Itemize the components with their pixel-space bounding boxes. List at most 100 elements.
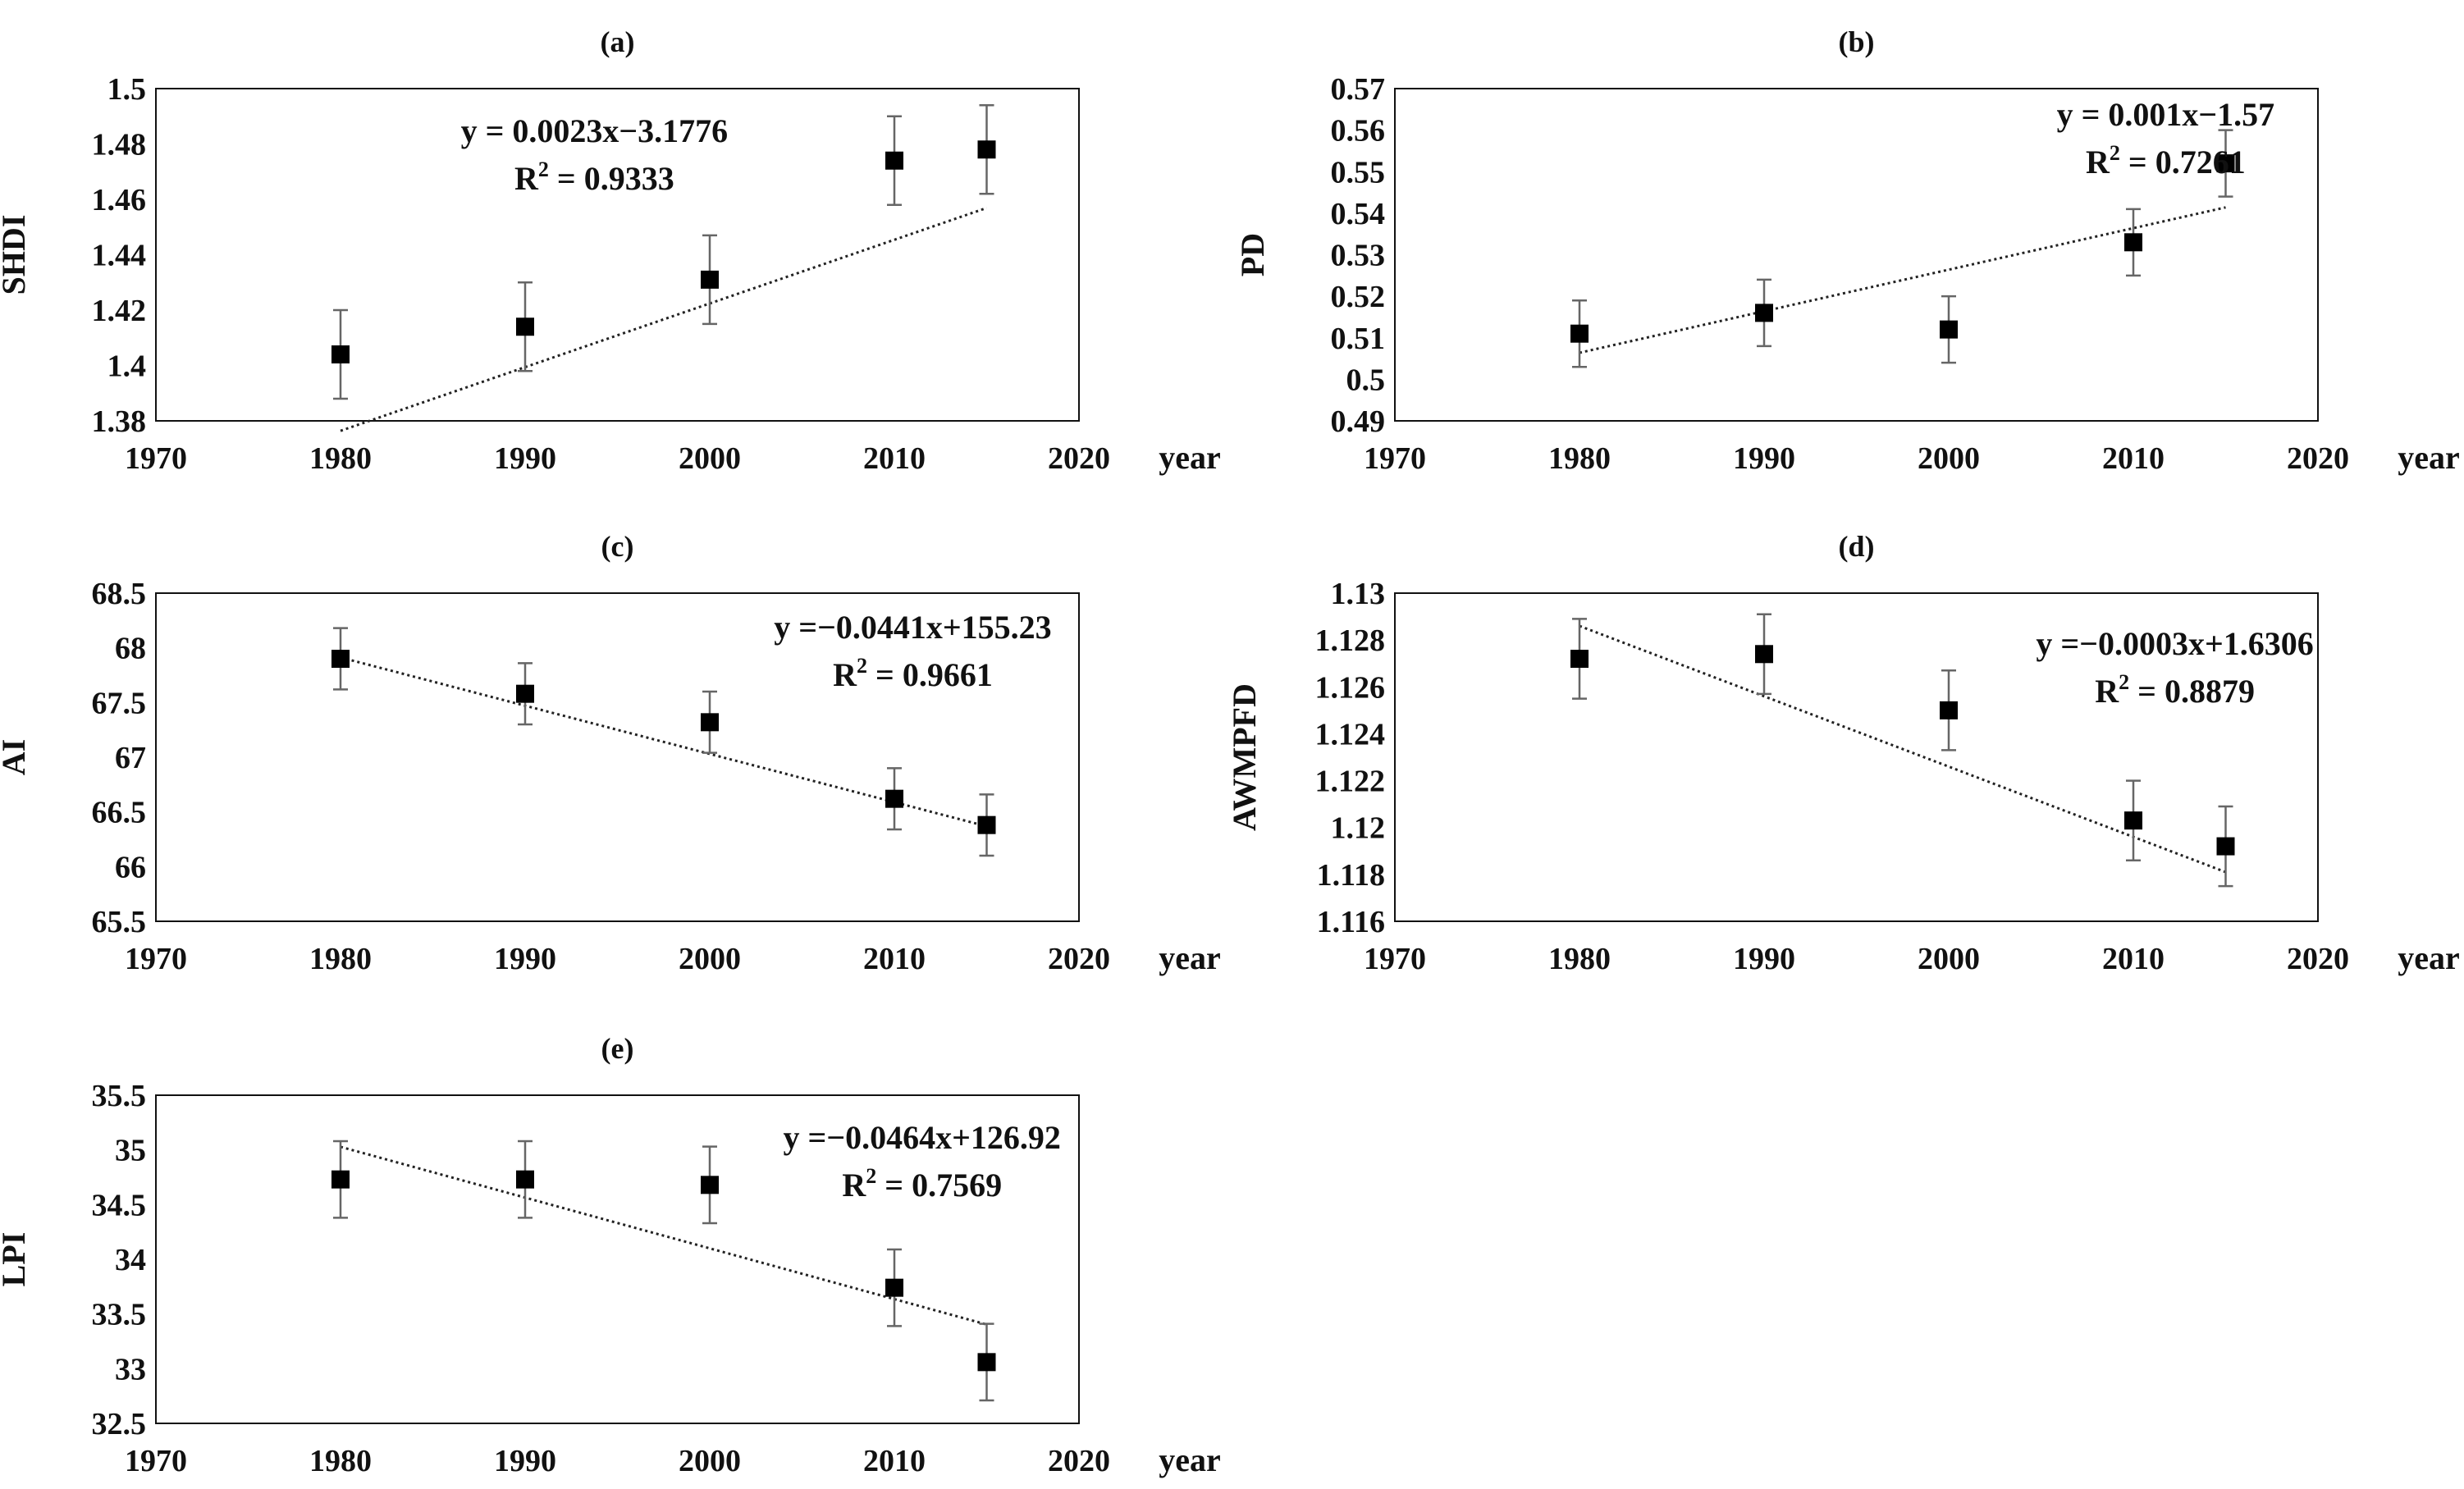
x-axis-label: year xyxy=(2398,439,2460,476)
x-tick-label: 2010 xyxy=(2102,441,2165,476)
data-point xyxy=(701,271,719,289)
panel-label: (b) xyxy=(1839,25,1875,58)
data-point xyxy=(331,650,350,668)
data-point xyxy=(978,1353,996,1371)
trend-equation: y = 0.001x−1.57 xyxy=(2057,96,2275,133)
y-tick-label: 67 xyxy=(115,741,146,775)
data-point xyxy=(2124,811,2142,829)
y-tick-label: 1.46 xyxy=(92,183,147,217)
figure-canvas: (a)1.381.41.421.441.461.481.51970 1980 199… xyxy=(0,0,2464,1489)
r-squared-value: = 0.7569 xyxy=(876,1167,1002,1204)
y-tick-label: 1.42 xyxy=(92,294,147,328)
x-tick-label: 1990 xyxy=(494,942,556,976)
y-tick-label: 1.128 xyxy=(1315,623,1386,658)
y-tick-label: 1.5 xyxy=(107,72,147,107)
y-tick-label: 65.5 xyxy=(92,905,147,939)
y-tick-label: 35.5 xyxy=(92,1079,147,1113)
r-squared-value: = 0.9661 xyxy=(867,656,993,693)
data-point xyxy=(331,1171,350,1189)
y-tick-label: 66.5 xyxy=(92,796,147,830)
y-tick-label: 1.118 xyxy=(1317,858,1385,893)
x-tick-label: 1970 xyxy=(1364,441,1426,476)
panel-label: (e) xyxy=(601,1032,634,1065)
y-axis-label: AI xyxy=(0,739,32,775)
data-point xyxy=(1755,304,1773,322)
y-axis-label: SHDI xyxy=(0,215,32,295)
data-point xyxy=(978,140,996,158)
trend-equation: y = 0.0023x−3.1776 xyxy=(461,112,729,149)
r-squared-value: = 0.9333 xyxy=(549,160,674,197)
y-tick-label: 1.38 xyxy=(92,404,147,439)
data-point xyxy=(701,713,719,731)
y-tick-label: 68.5 xyxy=(92,577,147,611)
y-tick-label: 0.51 xyxy=(1331,322,1386,356)
y-tick-label: 66 xyxy=(115,850,146,884)
x-axis-label: year xyxy=(2398,939,2460,976)
y-tick-label: 0.57 xyxy=(1331,72,1386,107)
x-tick-label: 1980 xyxy=(309,441,372,476)
x-tick-label: 2020 xyxy=(1048,441,1110,476)
x-tick-label: 1980 xyxy=(309,1444,372,1478)
y-tick-label: 1.48 xyxy=(92,128,147,162)
r-squared-exponent: 2 xyxy=(857,654,867,678)
x-tick-label: 2020 xyxy=(1048,1444,1110,1478)
y-tick-label: 1.122 xyxy=(1315,765,1386,799)
data-point xyxy=(516,317,534,336)
x-tick-label: 2020 xyxy=(1048,942,1110,976)
x-tick-label: 1970 xyxy=(1364,942,1426,976)
data-point xyxy=(516,1171,534,1189)
data-point xyxy=(1940,321,1958,339)
y-tick-label: 1.12 xyxy=(1331,811,1386,846)
y-axis-label: PD xyxy=(1234,233,1271,276)
y-tick-label: 68 xyxy=(115,632,146,666)
panel-label: (d) xyxy=(1839,530,1875,563)
x-tick-label: 1990 xyxy=(494,441,556,476)
y-tick-label: 0.53 xyxy=(1331,239,1386,273)
data-point xyxy=(331,345,350,363)
panel-label: (a) xyxy=(601,25,635,58)
x-axis-label: year xyxy=(1159,439,1221,476)
r-squared-exponent: 2 xyxy=(866,1164,876,1188)
x-tick-label: 2000 xyxy=(679,441,741,476)
y-tick-label: 33 xyxy=(115,1352,146,1386)
data-point xyxy=(885,790,903,808)
data-point xyxy=(516,685,534,703)
panel-label: (c) xyxy=(601,530,634,563)
y-tick-label: 1.13 xyxy=(1331,577,1386,611)
x-tick-label: 1990 xyxy=(1733,942,1795,976)
y-tick-label: 0.54 xyxy=(1331,197,1386,231)
y-tick-label: 1.126 xyxy=(1315,670,1386,705)
y-tick-label: 0.49 xyxy=(1331,404,1386,439)
r-squared-prefix: R xyxy=(514,160,539,197)
x-tick-label: 2010 xyxy=(863,1444,926,1478)
data-point xyxy=(885,152,903,170)
data-point xyxy=(701,1176,719,1194)
r-squared-exponent: 2 xyxy=(2110,141,2120,165)
x-tick-label: 2020 xyxy=(2287,441,2349,476)
y-axis-label: AWMPFD xyxy=(1226,683,1263,831)
y-tick-label: 35 xyxy=(115,1134,146,1168)
y-tick-label: 1.116 xyxy=(1317,905,1385,939)
y-tick-label: 34.5 xyxy=(92,1188,147,1222)
x-axis-label: year xyxy=(1159,1441,1221,1478)
y-tick-label: 0.5 xyxy=(1346,363,1386,397)
data-point xyxy=(2217,838,2235,856)
r-squared-value: = 0.8879 xyxy=(2129,673,2255,710)
x-tick-label: 2020 xyxy=(2287,942,2349,976)
x-tick-label: 1980 xyxy=(309,942,372,976)
x-tick-label: 2000 xyxy=(1918,441,1980,476)
x-tick-label: 1990 xyxy=(494,1444,556,1478)
x-tick-label: 2010 xyxy=(863,441,926,476)
x-tick-label: 2000 xyxy=(679,942,741,976)
x-tick-label: 1980 xyxy=(1548,441,1611,476)
r-squared-value: = 0.7261 xyxy=(2120,144,2246,180)
r-squared-prefix: R xyxy=(2095,673,2119,710)
x-tick-label: 1970 xyxy=(125,1444,187,1478)
y-tick-label: 0.55 xyxy=(1331,155,1386,190)
x-tick-label: 1990 xyxy=(1733,441,1795,476)
x-axis-label: year xyxy=(1159,939,1221,976)
data-point xyxy=(1570,325,1589,343)
y-tick-label: 1.44 xyxy=(92,239,147,273)
y-tick-label: 34 xyxy=(115,1243,146,1277)
y-tick-label: 67.5 xyxy=(92,686,147,720)
